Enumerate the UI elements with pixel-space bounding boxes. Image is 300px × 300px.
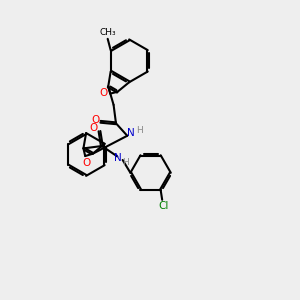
Text: CH₃: CH₃ bbox=[99, 28, 116, 37]
Text: N: N bbox=[114, 153, 122, 163]
Text: H: H bbox=[136, 126, 143, 135]
Text: H: H bbox=[122, 158, 129, 167]
Text: N: N bbox=[127, 128, 135, 138]
Text: O: O bbox=[100, 88, 108, 98]
Text: O: O bbox=[82, 158, 91, 168]
Text: Cl: Cl bbox=[158, 201, 169, 211]
Text: O: O bbox=[91, 115, 99, 125]
Text: O: O bbox=[89, 123, 98, 133]
